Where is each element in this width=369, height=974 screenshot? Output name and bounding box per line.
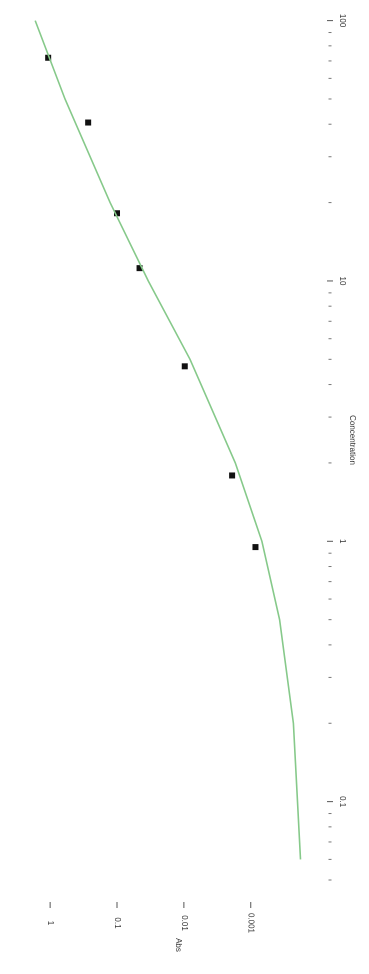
point	[181, 363, 188, 370]
y-tick-label: 0.01	[180, 915, 189, 931]
point	[229, 472, 236, 479]
y-axis-title: Abs	[174, 938, 183, 952]
x-tick-label: 0.1	[338, 796, 347, 808]
x-tick-label: 100	[338, 14, 347, 28]
point	[85, 119, 92, 126]
y-tick-label: 0.001	[247, 913, 256, 934]
x-axis-title: Concentration	[348, 415, 357, 465]
point	[252, 544, 259, 551]
point	[45, 54, 52, 61]
x-tick-label: 10	[338, 276, 347, 285]
y-tick-label: 0.1	[113, 917, 122, 929]
x-tick-label: 1	[338, 539, 347, 544]
point	[114, 210, 121, 217]
point	[136, 265, 143, 272]
y-tick-label: 1	[46, 921, 55, 926]
fit-line	[34, 20, 302, 860]
